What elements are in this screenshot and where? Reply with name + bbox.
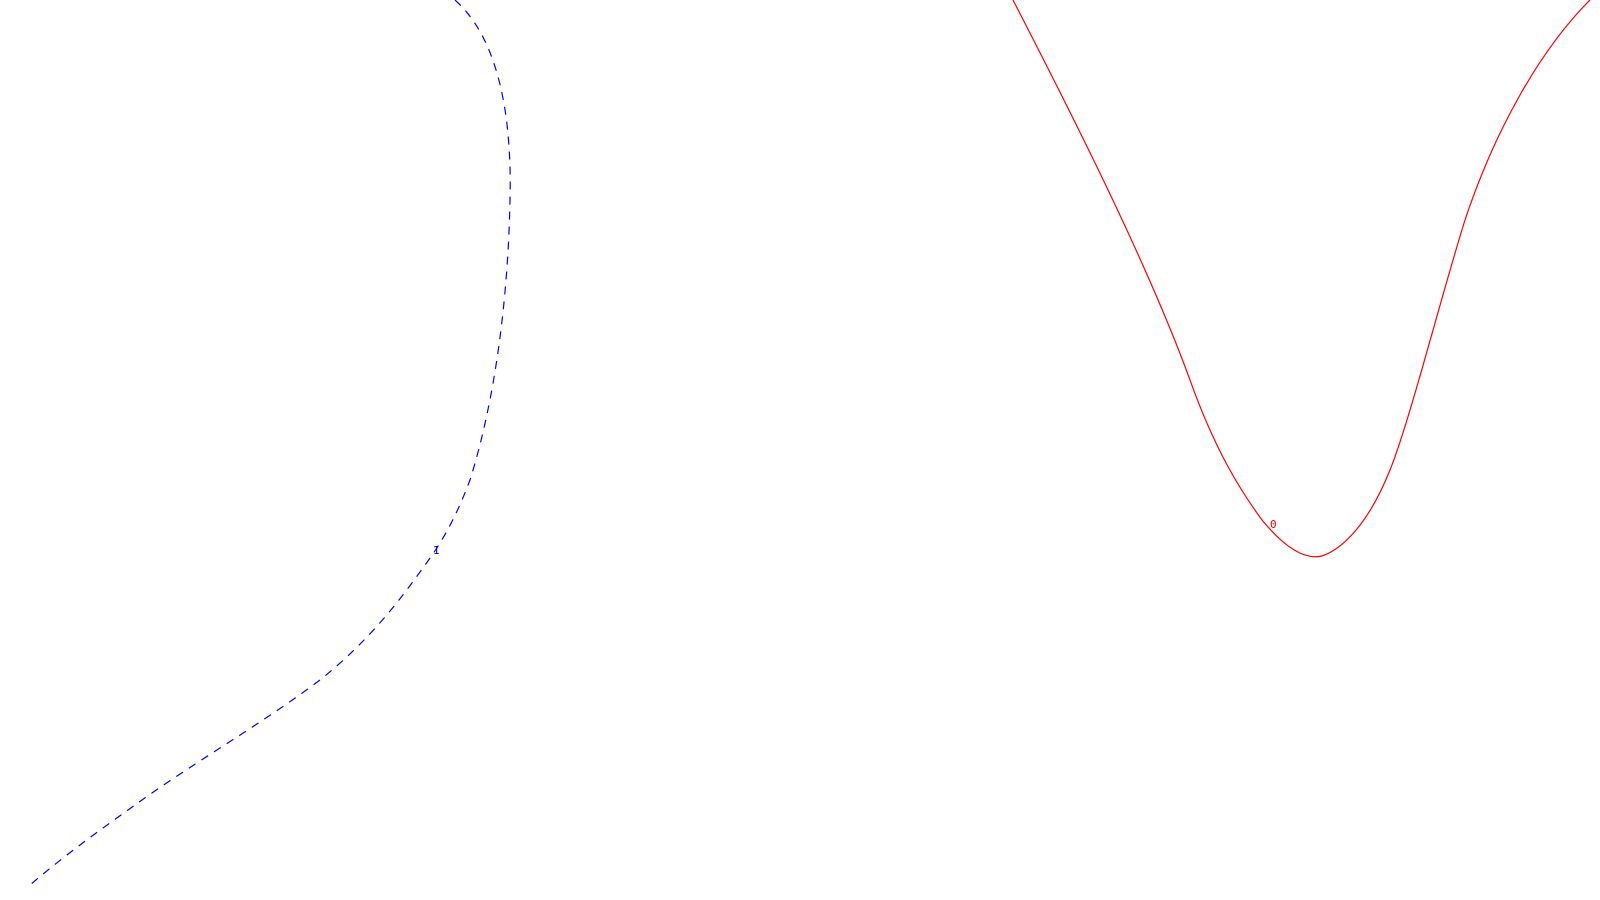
curve-1-line bbox=[29, 0, 511, 886]
curve-0-label: 0 bbox=[1270, 518, 1277, 531]
curve-0-line bbox=[1012, 0, 1591, 558]
curve-0-group: 0 bbox=[1012, 0, 1591, 558]
curve-1-label: 1 bbox=[433, 544, 440, 557]
curve-1-group: 1 bbox=[29, 0, 511, 886]
